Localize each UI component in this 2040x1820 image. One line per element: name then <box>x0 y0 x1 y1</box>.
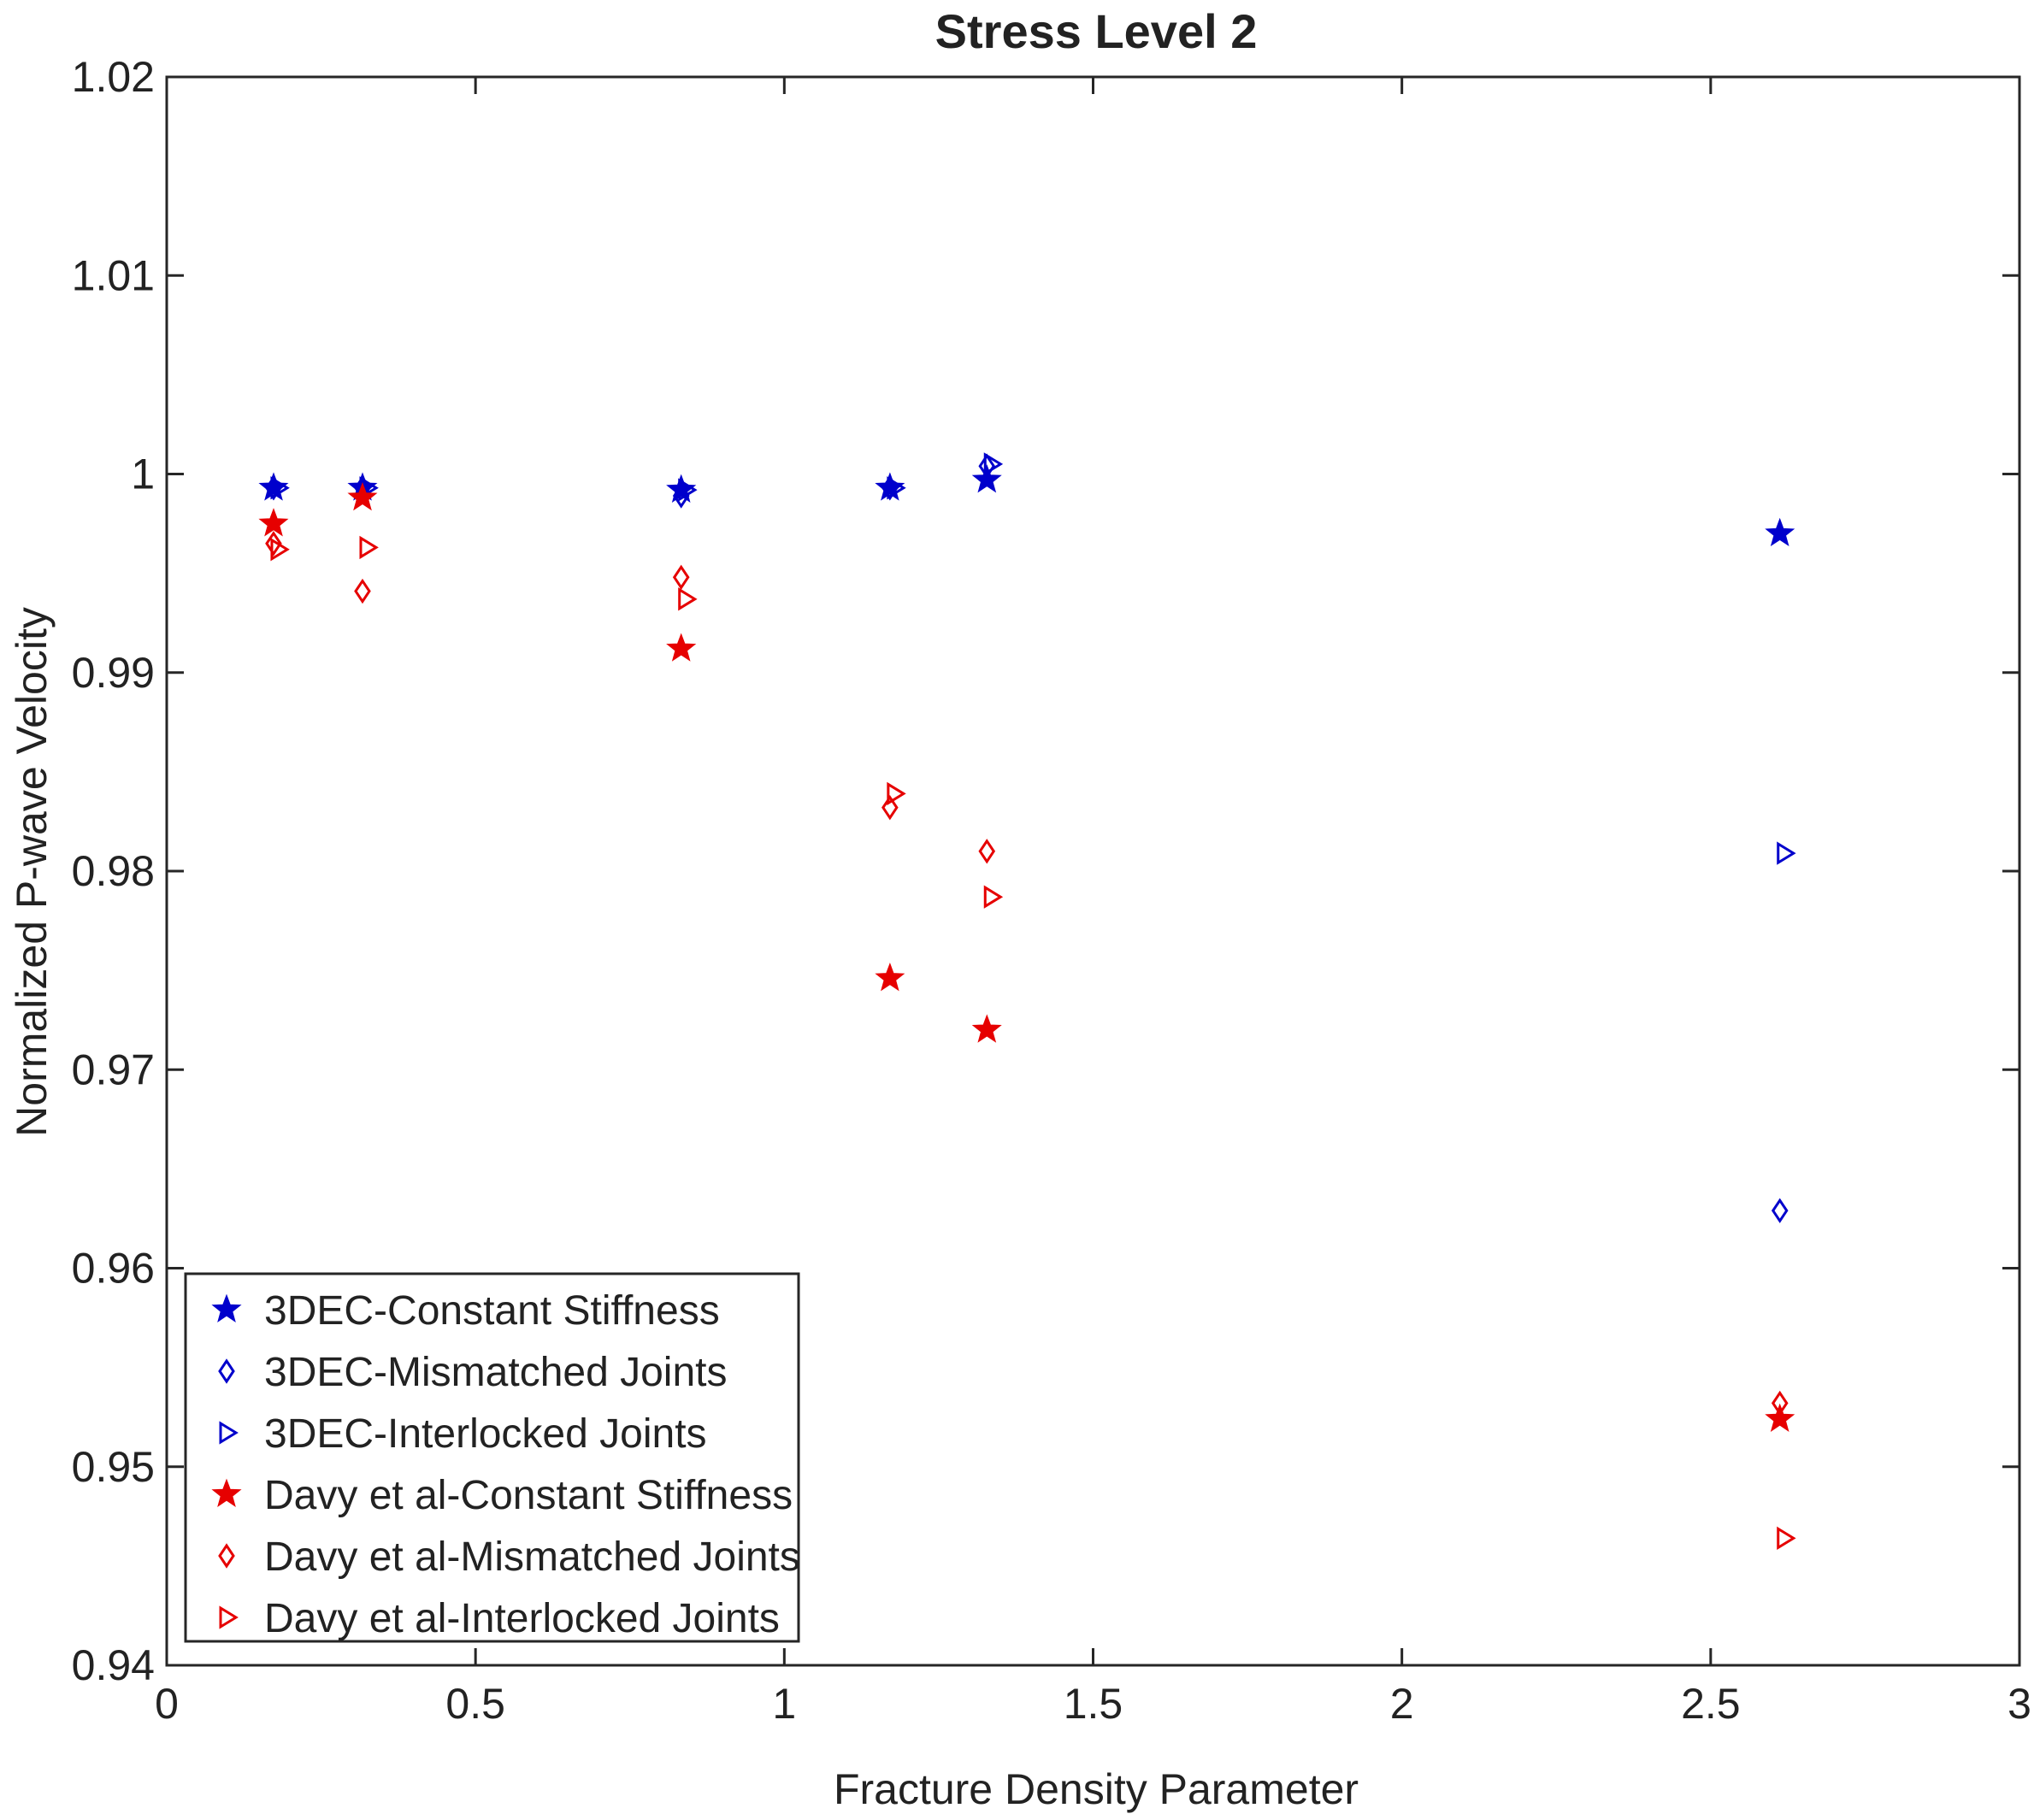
y-tick-label: 1.01 <box>72 251 155 299</box>
legend-marker <box>219 1605 239 1629</box>
data-point <box>1771 1390 1789 1417</box>
legend-label: 3DEC-Interlocked Joints <box>264 1411 707 1457</box>
x-tick-label: 3 <box>2008 1680 2031 1728</box>
legend-label: Davy et al-Mismatched Joints <box>264 1534 800 1580</box>
legend-item: 3DEC-Constant Stiffness <box>211 1288 720 1334</box>
legend-marker <box>218 1358 235 1384</box>
data-point <box>678 587 698 611</box>
data-point <box>881 794 899 821</box>
data-point <box>971 1014 1002 1043</box>
legend: 3DEC-Constant Stiffness 3DEC-Mismatched J… <box>184 1272 800 1643</box>
data-point <box>270 476 290 500</box>
legend-item: Davy et al-Mismatched Joints <box>218 1534 800 1580</box>
data-point <box>265 475 282 501</box>
data-point <box>347 481 378 511</box>
data-point <box>672 483 690 509</box>
legend-box <box>184 1272 800 1643</box>
legend-label: 3DEC-Constant Stiffness <box>264 1288 720 1334</box>
data-point <box>983 885 1004 909</box>
data-point <box>875 472 905 501</box>
data-point <box>666 474 697 503</box>
data-point <box>1765 517 1795 547</box>
data-point <box>875 962 905 992</box>
x-tick-label: 1 <box>772 1680 796 1728</box>
data-point <box>258 472 289 501</box>
series-5 <box>265 531 1789 1417</box>
data-point <box>672 564 690 590</box>
x-tick-label: 2 <box>1390 1680 1414 1728</box>
data-point <box>258 508 289 537</box>
data-point <box>678 478 698 502</box>
data-point <box>1777 841 1796 865</box>
legend-label: 3DEC-Mismatched Joints <box>264 1350 728 1395</box>
legend-item: Davy et al-Constant Stiffness <box>211 1473 793 1518</box>
legend-label: Davy et al-Constant Stiffness <box>264 1473 793 1518</box>
legend-marker <box>219 1421 239 1445</box>
legend-item: Davy et al-Interlocked Joints <box>219 1596 780 1641</box>
x-axis-label: Fracture Density Parameter <box>834 1765 1359 1813</box>
data-point <box>354 578 371 604</box>
data-point <box>881 475 899 501</box>
axes-layer: 0 0.5 1 1.5 2 2.5 3 0.94 0.95 0.96 0.97 0.98 0.99 1 1.… <box>72 53 2031 1728</box>
data-point <box>1777 1526 1796 1551</box>
data-point <box>978 453 996 479</box>
data-point <box>270 538 290 562</box>
y-tick-label: 0.97 <box>72 1045 155 1093</box>
chart-title: Stress Level 2 <box>935 4 1258 58</box>
series-2 <box>265 453 1789 1223</box>
series-4 <box>258 481 1795 1432</box>
data-point <box>887 781 906 806</box>
data-point <box>983 452 1004 476</box>
y-tick-label: 0.98 <box>72 847 155 895</box>
marks-layer <box>258 452 1796 1551</box>
legend-marker <box>211 1293 242 1322</box>
y-tick-label: 0.99 <box>72 649 155 697</box>
data-point <box>265 531 282 557</box>
data-point <box>1771 1198 1789 1223</box>
y-tick-label: 0.95 <box>72 1443 155 1491</box>
legend-marker <box>218 1543 235 1569</box>
legend-label: Davy et al-Interlocked Joints <box>264 1596 780 1641</box>
y-tick-label: 0.96 <box>72 1245 155 1293</box>
legend-item: 3DEC-Mismatched Joints <box>218 1350 728 1395</box>
y-tick-label: 0.94 <box>72 1641 155 1689</box>
x-tick-label: 1.5 <box>1064 1680 1123 1728</box>
data-point <box>978 839 996 864</box>
x-tick-label: 2.5 <box>1681 1680 1741 1728</box>
legend-item: 3DEC-Interlocked Joints <box>219 1411 707 1457</box>
data-point <box>1765 1403 1795 1432</box>
data-point <box>887 476 906 500</box>
y-tick-label: 1.02 <box>72 53 155 101</box>
data-point <box>666 633 697 662</box>
x-tick-label: 0.5 <box>445 1680 505 1728</box>
y-tick-label: 1 <box>131 451 155 498</box>
x-tick-label: 0 <box>155 1680 179 1728</box>
legend-marker <box>211 1478 242 1507</box>
data-point <box>359 535 379 560</box>
y-axis-label: Normalized P-wave Velocity <box>8 607 56 1137</box>
series-6 <box>270 535 1796 1551</box>
